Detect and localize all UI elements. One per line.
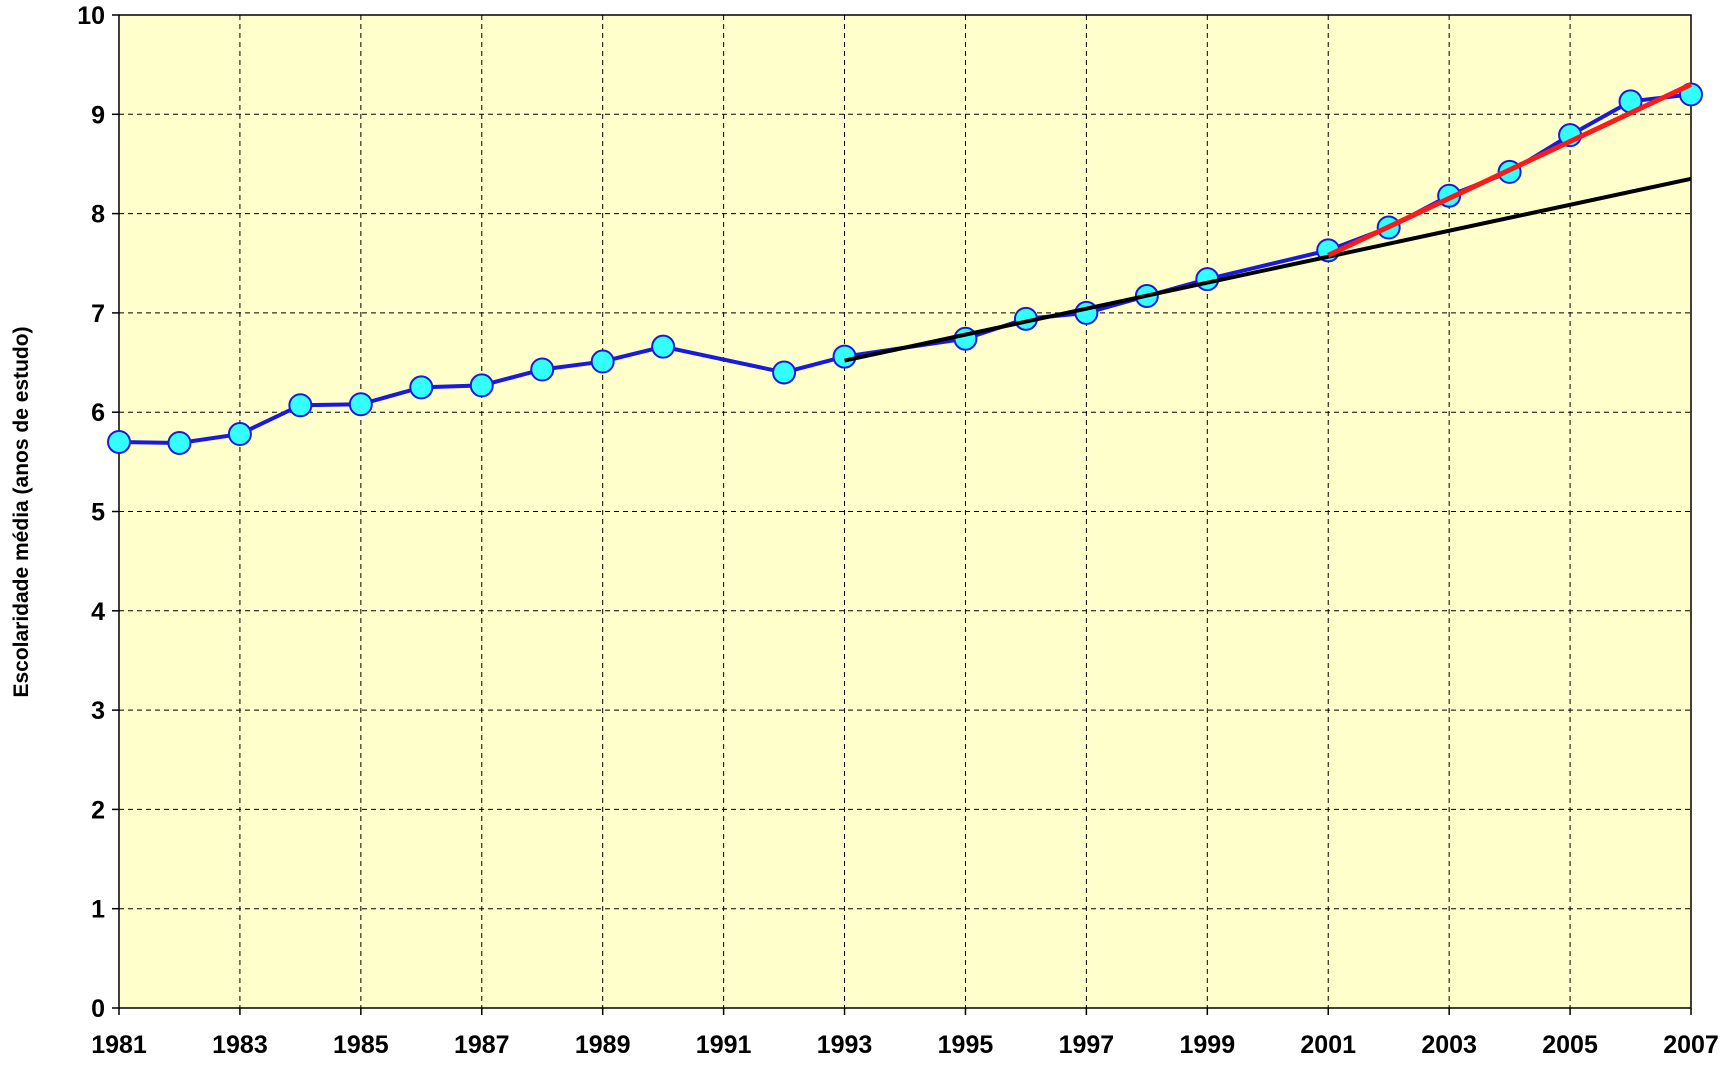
plot-border bbox=[118, 14, 1692, 1009]
x-tick-label: 2007 bbox=[1663, 1031, 1719, 1059]
y-tick-label: 0 bbox=[91, 995, 105, 1023]
marker bbox=[832, 344, 857, 369]
marker bbox=[288, 393, 313, 418]
x-tick-label: 1993 bbox=[817, 1031, 873, 1059]
x-tick-label: 1983 bbox=[212, 1031, 268, 1059]
marker bbox=[590, 349, 615, 374]
y-tick-label: 9 bbox=[91, 101, 105, 129]
marker bbox=[348, 392, 373, 417]
y-tick-label: 4 bbox=[91, 598, 105, 626]
line bbox=[1327, 82, 1693, 258]
x-tick-label: 1991 bbox=[696, 1031, 752, 1059]
y-tick-label: 7 bbox=[91, 300, 105, 328]
y-tick-label: 3 bbox=[91, 697, 105, 725]
marker bbox=[167, 430, 192, 455]
x-tick-label: 1987 bbox=[454, 1031, 510, 1059]
x-tick-label: 1989 bbox=[575, 1031, 631, 1059]
marker bbox=[227, 422, 252, 447]
x-tick-label: 2005 bbox=[1542, 1031, 1598, 1059]
marker bbox=[409, 375, 434, 400]
y-tick-label: 10 bbox=[77, 2, 105, 30]
y-tick-label: 6 bbox=[91, 399, 105, 427]
x-tick-label: 1999 bbox=[1179, 1031, 1235, 1059]
y-tick-label: 2 bbox=[91, 796, 105, 824]
y-axis-title: Escolaridade média (anos de estudo) bbox=[10, 326, 33, 697]
marker bbox=[772, 360, 797, 385]
x-tick-label: 1995 bbox=[938, 1031, 994, 1059]
x-tick-label: 1981 bbox=[91, 1031, 147, 1059]
marker bbox=[651, 334, 676, 359]
marker bbox=[469, 373, 494, 398]
marker bbox=[107, 429, 131, 454]
line bbox=[844, 176, 1692, 363]
marker bbox=[530, 357, 555, 382]
y-tick-label: 8 bbox=[91, 201, 105, 229]
x-tick-label: 1997 bbox=[1059, 1031, 1115, 1059]
x-tick-label: 1985 bbox=[333, 1031, 389, 1059]
x-tick-label: 2003 bbox=[1421, 1031, 1477, 1059]
x-tick-label: 2001 bbox=[1300, 1031, 1356, 1059]
y-tick-label: 1 bbox=[91, 896, 105, 924]
y-tick-label: 5 bbox=[91, 499, 105, 527]
